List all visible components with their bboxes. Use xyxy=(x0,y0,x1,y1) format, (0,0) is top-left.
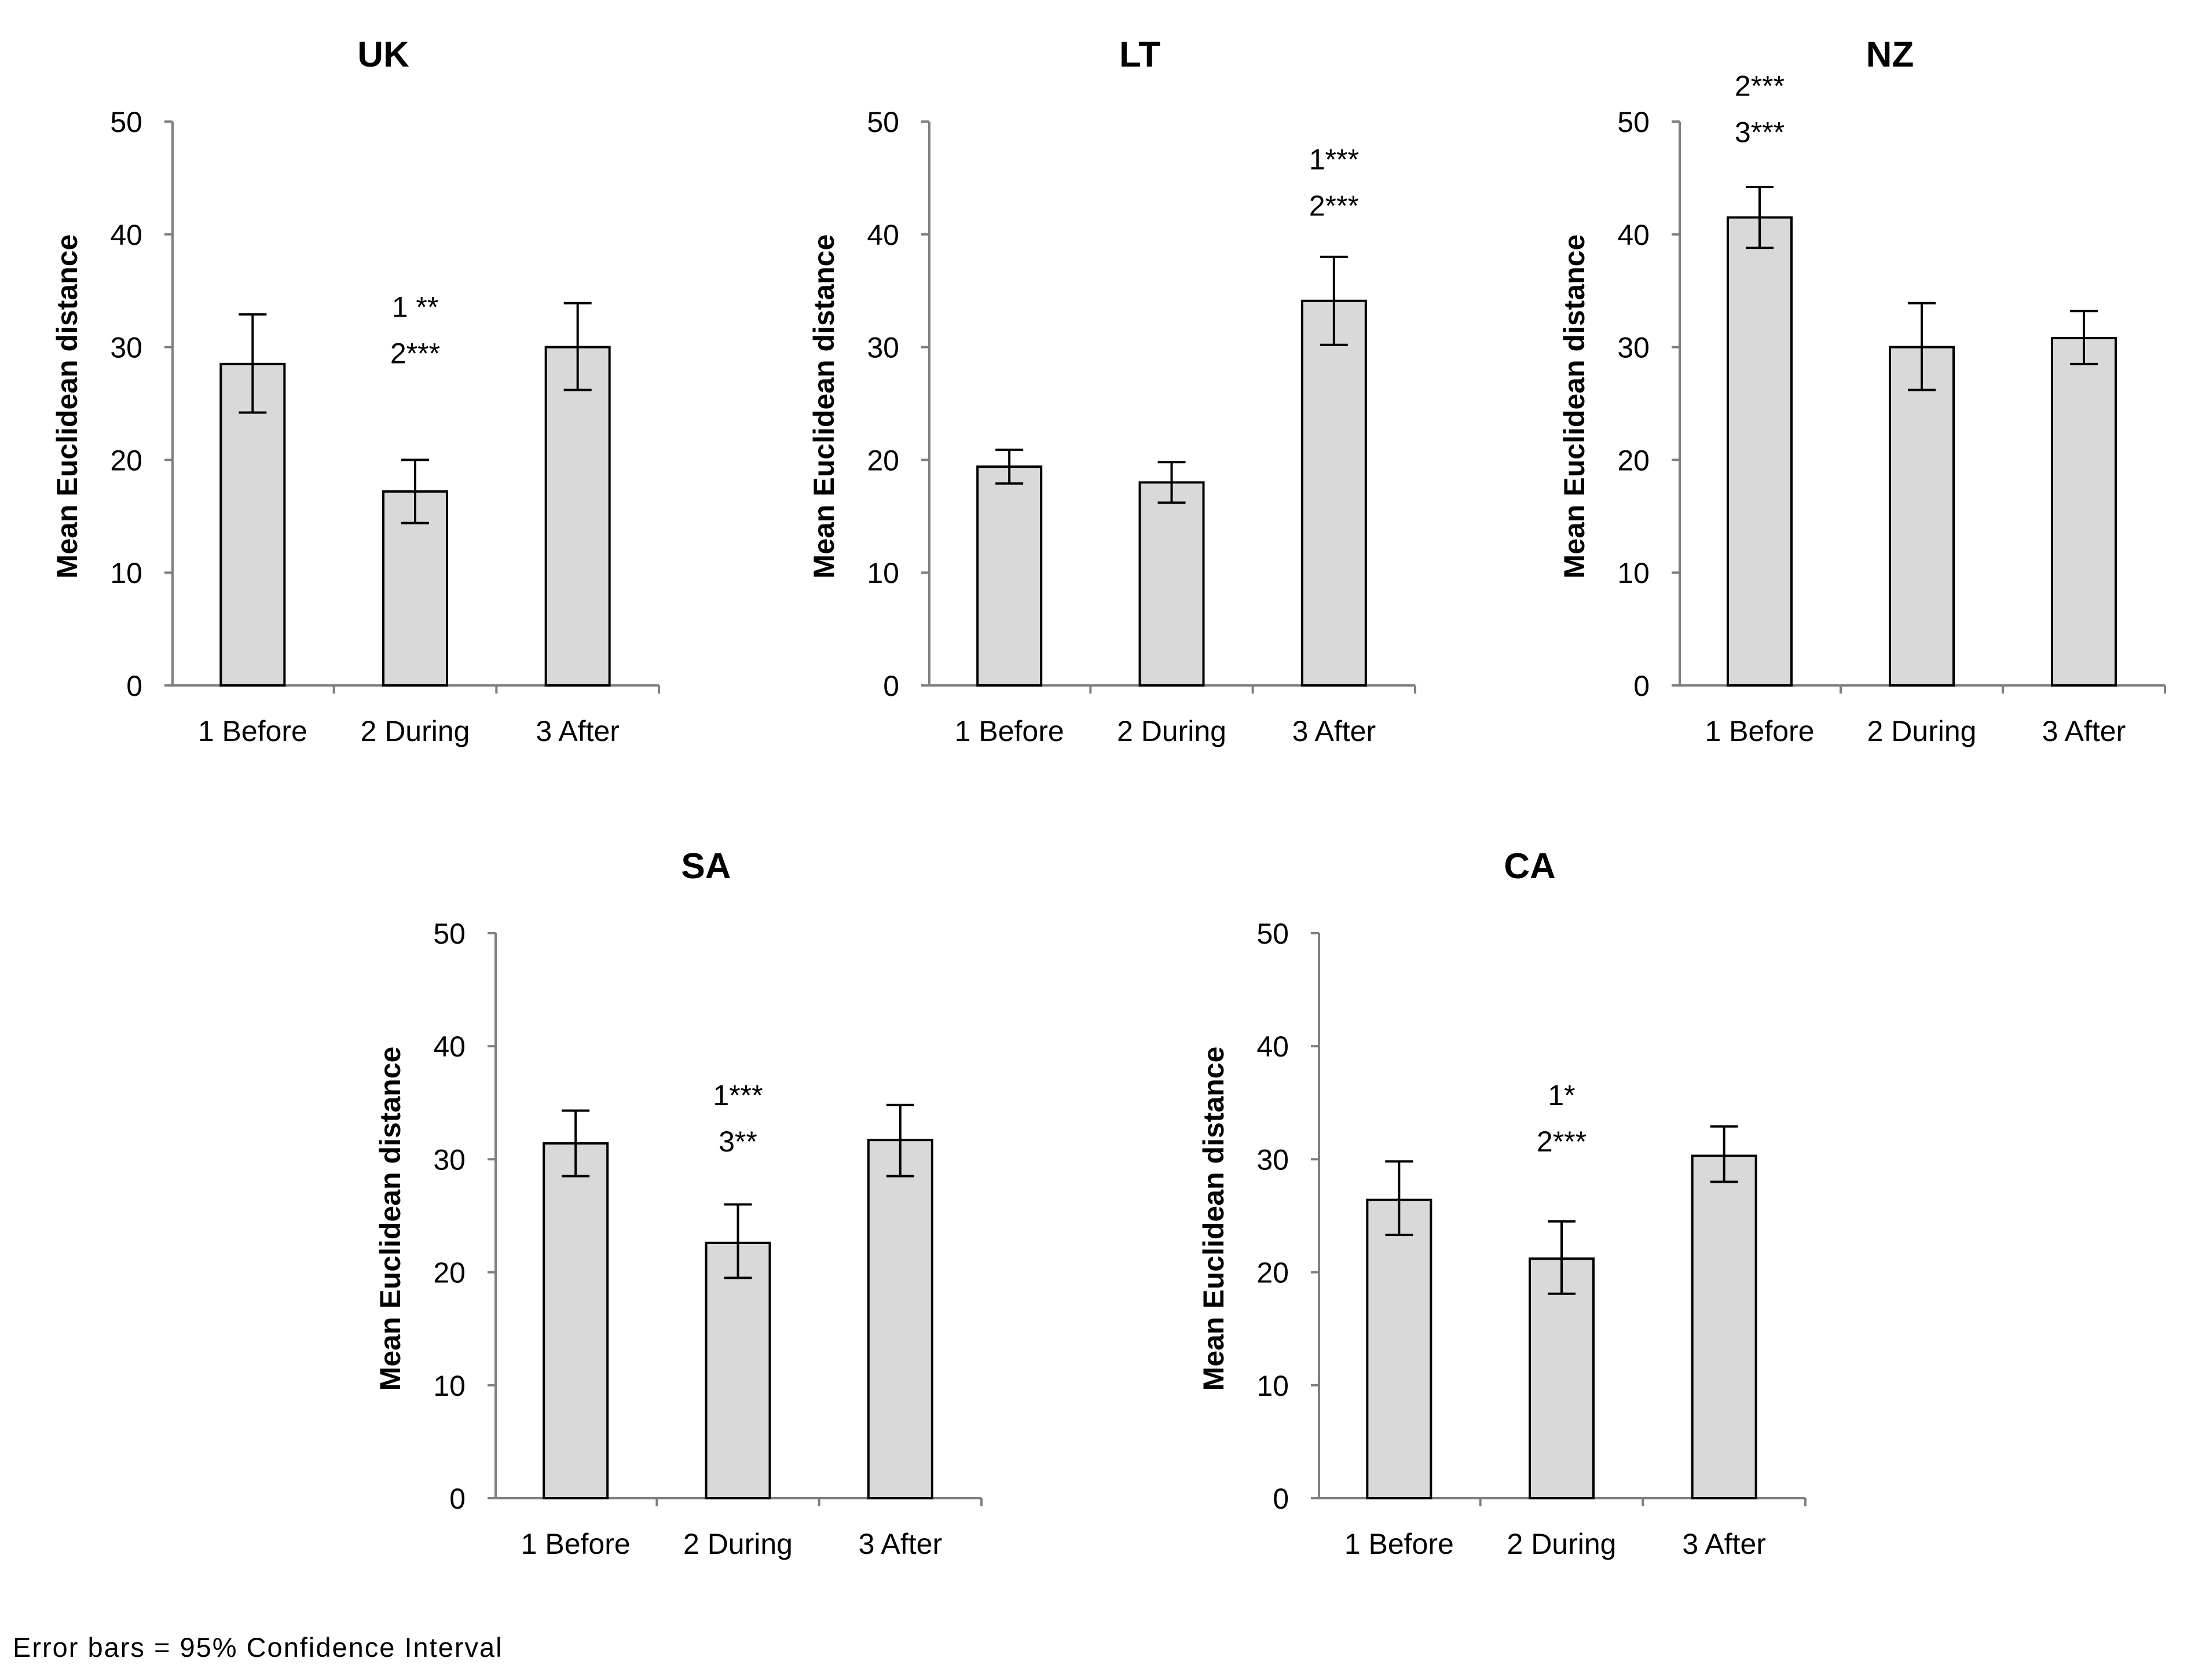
y-tick-label: 10 xyxy=(433,1370,466,1402)
x-tick-label: 3 After xyxy=(1682,1528,1766,1560)
y-tick-label: 40 xyxy=(1256,1030,1289,1063)
y-tick-label: 50 xyxy=(110,106,142,138)
bar xyxy=(2051,337,2117,687)
bar xyxy=(867,1139,933,1499)
x-tick-label: 3 After xyxy=(2042,715,2126,747)
bar xyxy=(1691,1154,1757,1499)
bar xyxy=(543,1142,609,1499)
y-tick-label: 20 xyxy=(433,1257,466,1289)
bar xyxy=(544,346,611,687)
y-tick-label: 50 xyxy=(1256,918,1289,950)
x-tick-label: 1 Before xyxy=(521,1528,631,1560)
y-axis-label: Mean Euclidean distance xyxy=(1558,234,1591,579)
y-tick-label: 10 xyxy=(110,557,142,589)
x-tick-label: 2 During xyxy=(1117,715,1226,747)
y-tick-label: 0 xyxy=(449,1483,466,1515)
significance-label: 2*** xyxy=(1309,189,1359,222)
chart-sa: SA 0 10 20 30 40 50 Mean Euclidean distance 1 Be… xyxy=(374,846,983,1560)
y-tick-label: 10 xyxy=(1256,1370,1289,1402)
y-axis-label: Mean Euclidean distance xyxy=(374,1047,406,1391)
chart-title: SA xyxy=(681,846,731,886)
significance-label: 1 ** xyxy=(392,291,439,324)
x-tick-label: 2 During xyxy=(1867,715,1977,747)
bar xyxy=(1889,346,1955,687)
y-tick-label: 30 xyxy=(433,1143,466,1176)
bar xyxy=(219,362,286,687)
y-tick-label: 50 xyxy=(433,918,466,950)
x-tick-label: 2 During xyxy=(683,1528,793,1560)
y-tick-label: 10 xyxy=(867,557,899,589)
x-tick-label: 2 During xyxy=(361,715,470,747)
y-tick-label: 40 xyxy=(1617,219,1650,251)
x-tick-label: 1 Before xyxy=(1705,715,1814,747)
x-tick-label: 1 Before xyxy=(198,715,307,747)
chart-title: CA xyxy=(1504,846,1556,886)
y-tick-label: 10 xyxy=(1617,557,1650,589)
y-tick-label: 0 xyxy=(1273,1483,1289,1515)
y-tick-label: 0 xyxy=(126,670,142,702)
significance-label: 1* xyxy=(1548,1079,1575,1112)
footnote: Error bars = 95% Confidence Interval xyxy=(13,1632,503,1663)
y-tick-label: 40 xyxy=(110,219,142,251)
bar xyxy=(1300,299,1367,687)
y-tick-label: 40 xyxy=(433,1030,466,1063)
significance-label: 1*** xyxy=(1309,143,1359,175)
significance-label: 3** xyxy=(719,1125,757,1158)
significance-label: 2*** xyxy=(1537,1125,1587,1158)
y-tick-label: 30 xyxy=(1256,1143,1289,1176)
y-tick-label: 20 xyxy=(867,444,899,476)
y-tick-label: 50 xyxy=(1617,106,1650,138)
x-tick-label: 2 During xyxy=(1507,1528,1617,1560)
x-tick-label: 1 Before xyxy=(955,715,1064,747)
chart-uk: UK 0 10 20 30 40 50 Mean Euclidean distance 1 Be… xyxy=(51,35,660,747)
bar xyxy=(1727,216,1793,687)
y-tick-label: 20 xyxy=(1256,1257,1289,1289)
y-axis-label: Mean Euclidean distance xyxy=(808,234,840,579)
significance-label: 2*** xyxy=(390,338,440,370)
chart-nz: NZ 0 10 20 30 40 50 Mean Euclidean distance 1 Be… xyxy=(1558,35,2166,747)
x-tick-label: 1 Before xyxy=(1344,1528,1454,1560)
x-tick-label: 3 After xyxy=(859,1528,943,1560)
y-tick-label: 50 xyxy=(867,106,899,138)
y-axis-label: Mean Euclidean distance xyxy=(1197,1047,1230,1391)
y-tick-label: 30 xyxy=(110,332,142,364)
y-tick-label: 30 xyxy=(867,332,899,364)
y-tick-label: 30 xyxy=(1617,332,1650,364)
significance-label: 3*** xyxy=(1735,116,1785,149)
y-tick-label: 40 xyxy=(867,219,899,251)
x-tick-label: 3 After xyxy=(1292,715,1376,747)
bar xyxy=(1138,481,1205,687)
y-tick-label: 0 xyxy=(1633,670,1650,702)
bar xyxy=(1366,1198,1432,1500)
significance-label: 1*** xyxy=(713,1079,763,1112)
chart-ca: CA 0 10 20 30 40 50 Mean Euclidean distance 1 Be… xyxy=(1197,846,1807,1560)
chart-title: UK xyxy=(357,35,409,75)
x-tick-label: 3 After xyxy=(536,715,620,747)
chart-lt: LT 0 10 20 30 40 50 Mean Euclidean distance 1 Be… xyxy=(808,35,1416,747)
y-axis-label: Mean Euclidean distance xyxy=(51,234,83,579)
bar xyxy=(976,465,1043,687)
y-tick-label: 20 xyxy=(110,444,142,476)
chart-title: NZ xyxy=(1866,35,1914,75)
significance-label: 2*** xyxy=(1735,70,1785,102)
y-tick-label: 0 xyxy=(883,670,899,702)
bar xyxy=(705,1241,771,1499)
y-tick-label: 20 xyxy=(1617,444,1650,476)
chart-title: LT xyxy=(1119,35,1160,75)
bar xyxy=(1529,1257,1595,1500)
